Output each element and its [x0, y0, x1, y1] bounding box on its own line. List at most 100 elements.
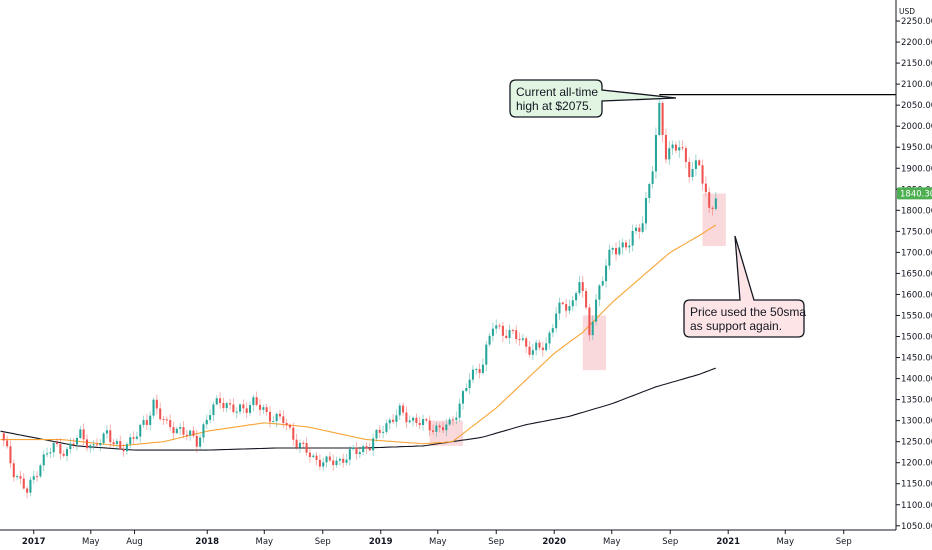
candle-body: [448, 419, 451, 425]
candle: [305, 437, 308, 456]
candle-body: [12, 463, 15, 478]
candle: [368, 442, 371, 452]
y-tick-label: 1100.00: [901, 501, 932, 511]
candle: [538, 339, 541, 351]
candle-body: [714, 198, 717, 209]
candle: [132, 431, 135, 445]
candle: [465, 383, 468, 393]
y-tick-label: 1350.00: [901, 396, 932, 406]
candle: [122, 443, 125, 457]
candle: [458, 398, 461, 422]
candle-body: [332, 460, 335, 466]
candle-body: [528, 346, 531, 355]
candle-body: [112, 442, 115, 444]
candle-body: [205, 419, 208, 425]
candle: [688, 157, 691, 183]
candle-body: [282, 416, 285, 423]
candle: [222, 397, 225, 412]
candle-body: [129, 437, 132, 445]
candle-body: [405, 412, 408, 423]
candle-body: [245, 408, 248, 413]
x-tick-label: Aug: [126, 537, 143, 547]
candle-body: [511, 329, 514, 331]
candle: [711, 205, 714, 216]
candle: [335, 456, 338, 468]
candle-body: [222, 402, 225, 409]
candle: [644, 192, 648, 231]
candle-body: [182, 427, 185, 435]
candle: [445, 418, 448, 437]
candle-body: [611, 247, 614, 250]
candle-body: [305, 443, 308, 453]
sma-callout-line1: Price used the 50sma: [690, 305, 806, 319]
candle: [79, 426, 82, 440]
candle: [365, 442, 368, 455]
candle-body: [85, 439, 89, 449]
candle: [545, 337, 548, 352]
candle: [152, 397, 155, 419]
candle: [541, 341, 544, 357]
candle: [175, 426, 178, 435]
candle: [355, 441, 358, 460]
candle-body: [358, 452, 361, 455]
candle-body: [189, 430, 192, 436]
candle-body: [605, 265, 608, 282]
candle-body: [195, 435, 198, 447]
candle-body: [298, 442, 301, 448]
candle: [129, 433, 132, 449]
candle: [498, 323, 501, 330]
candle-body: [145, 420, 148, 425]
y-tick-label: 1250.00: [901, 438, 932, 448]
candle-body: [608, 249, 611, 266]
current-price-tag-bg: [897, 187, 932, 200]
candle-body: [372, 438, 375, 451]
candle-body: [252, 397, 255, 406]
candle-body: [588, 307, 591, 336]
candle-body: [42, 454, 45, 466]
candle-body: [308, 452, 311, 457]
candle: [691, 161, 694, 181]
candle: [488, 333, 491, 347]
y-tick-label: 1500.00: [901, 333, 932, 343]
candle-body: [438, 425, 441, 428]
candle-body: [538, 342, 541, 348]
candle: [461, 389, 465, 410]
candle: [598, 283, 601, 307]
candle: [491, 322, 494, 342]
candle: [282, 410, 285, 428]
candle-body: [122, 449, 125, 452]
y-tick-label: 2100.00: [901, 80, 932, 90]
candle-body: [239, 404, 242, 412]
candle: [22, 473, 25, 490]
candle-body: [478, 369, 481, 373]
candle-body: [398, 405, 401, 416]
y-tick-label: 1200.00: [901, 459, 932, 469]
candle-body: [9, 446, 12, 464]
candle-body: [165, 419, 168, 421]
candle-body: [634, 227, 638, 232]
candle: [16, 474, 19, 481]
candle-body: [315, 455, 318, 460]
candle-body: [388, 419, 391, 424]
candle-body: [664, 134, 667, 160]
candle-body: [701, 165, 704, 184]
candle: [135, 431, 138, 441]
y-tick-label: 1700.00: [901, 248, 932, 258]
time-axis[interactable]: 2017 May Aug 2018 May Sep 2019 May Sep 2020 May Sep…: [22, 530, 852, 547]
candle-body: [678, 147, 681, 151]
highlight-box: [702, 193, 726, 247]
candle-body: [268, 411, 272, 422]
candle-body: [162, 419, 165, 421]
candle: [455, 411, 458, 425]
y-tick-label: 1400.00: [901, 375, 932, 385]
sma-callout-line2: as support again.: [690, 319, 782, 333]
candle: [701, 159, 704, 191]
candle-body: [322, 462, 325, 467]
candle-body: [6, 440, 9, 447]
candle-body: [668, 148, 671, 160]
candle-body: [265, 407, 268, 412]
candle-body: [56, 442, 59, 445]
candle-body: [52, 442, 55, 453]
candle-body: [621, 242, 624, 248]
candle: [46, 447, 49, 458]
